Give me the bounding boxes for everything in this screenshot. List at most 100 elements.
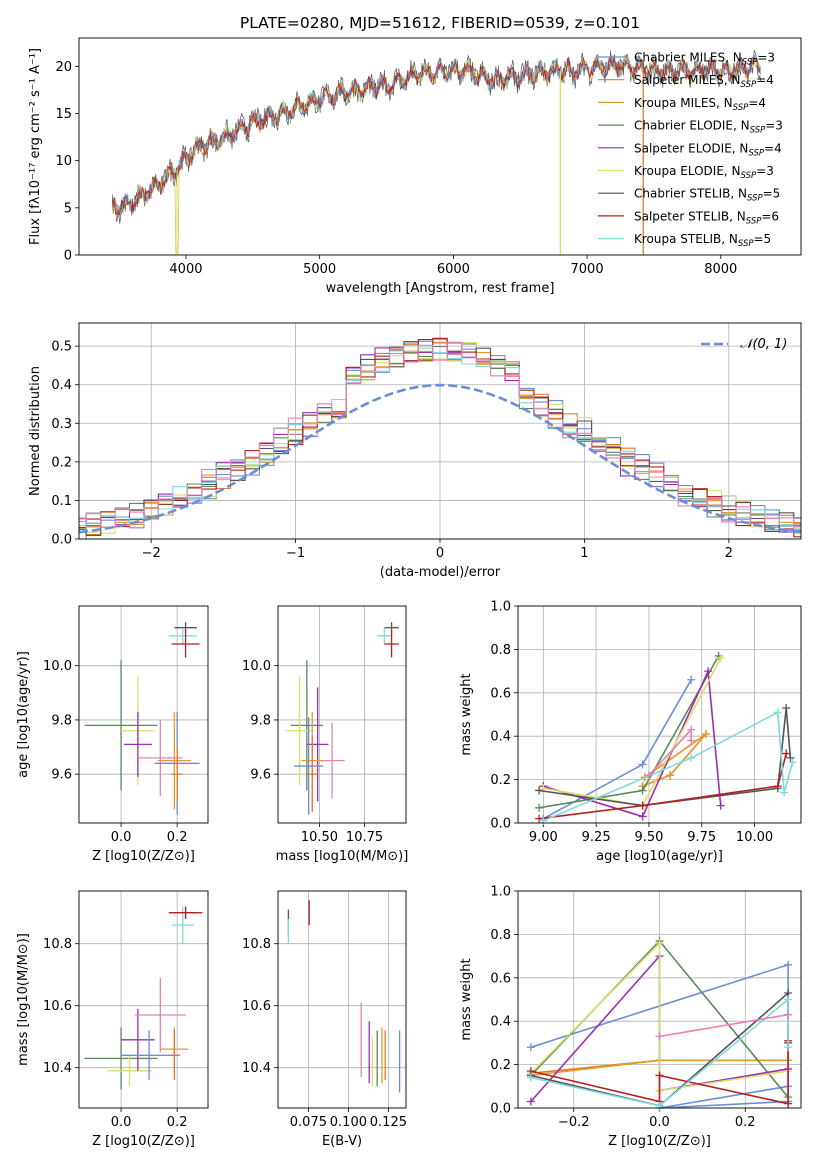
series-marker	[784, 1043, 793, 1052]
x-axis-label: Z [log10(Z/Z⊙)]	[92, 1134, 195, 1149]
series-marker	[526, 1097, 535, 1106]
x-tick-label: 8000	[704, 262, 737, 277]
y-tick-label: 0	[64, 249, 72, 264]
series-marker	[716, 654, 725, 663]
x-tick-label: 9.25	[582, 830, 611, 845]
y-tick-label: 10	[55, 154, 72, 169]
x-tick-label: 4000	[169, 262, 202, 277]
y-tick-label: 5	[64, 201, 72, 216]
series-marker	[784, 995, 793, 1004]
legend-label: Salpeter ELODIE, NSSP=4	[634, 141, 782, 158]
y-tick-label: 10.8	[43, 937, 72, 952]
axes-residuals: −2 −1 0 1 2 0.0 0.1 0.2 0.3 0.4 0.5 (data-model)/er…	[28, 323, 801, 580]
axes-mw_vs_age: 9.00 9.25 9.50 9.75 10.00 0.0 0.2 0.4 0.6 0.8 1.0 a…	[459, 600, 801, 864]
legend-label: Kroupa ELODIE, NSSP=3	[634, 164, 774, 181]
errorbar-point-kroupa_elodie	[285, 676, 315, 786]
series-marker	[655, 1101, 664, 1110]
x-tick-label: 5000	[303, 262, 336, 277]
errorbar-point-pink	[135, 977, 186, 1053]
errorbar-point-salpeter_stelib	[168, 906, 203, 919]
x-tick-label: 6000	[437, 262, 470, 277]
series-line-salpeter_miles	[642, 733, 707, 787]
x-tick-label: 10.50	[301, 830, 338, 845]
axes-mass_vs_Z: 0.0 0.2 10.4 10.6 10.8 Z [log10(Z/Z⊙)] mass [l…	[16, 891, 208, 1149]
y-axis-label: mass weight	[459, 673, 474, 755]
axes-frame	[277, 890, 407, 1109]
axes-frame	[78, 322, 802, 540]
x-tick-label: −1	[286, 546, 305, 561]
series-marker	[655, 1032, 664, 1041]
x-axis-label: Z [log10(Z/Z⊙)]	[92, 849, 195, 864]
series-marker	[655, 939, 664, 948]
y-tick-label: 0.0	[490, 1102, 511, 1117]
series-marker	[704, 667, 713, 676]
y-tick-label: 0.5	[51, 340, 72, 355]
series-marker	[526, 1073, 535, 1082]
x-tick-label: 0.2	[735, 1115, 756, 1130]
series-marker	[644, 771, 653, 780]
x-tick-label: 9.00	[529, 830, 558, 845]
x-tick-label: 10.75	[346, 830, 383, 845]
x-tick-label: 0.2	[167, 1115, 188, 1130]
series-line-kroupa_miles	[642, 733, 707, 787]
y-tick-label: 10.6	[242, 999, 271, 1014]
y-tick-label: 1.0	[490, 885, 511, 900]
series-marker	[784, 1010, 793, 1019]
series-marker	[784, 960, 793, 969]
y-tick-label: 10.4	[43, 1061, 72, 1076]
x-tick-label: 0.2	[167, 830, 188, 845]
series-marker	[638, 812, 647, 821]
errorbar-point-pink	[137, 719, 183, 796]
y-tick-label: 0.8	[490, 643, 511, 658]
y-tick-label: 0.6	[490, 971, 511, 986]
series-marker	[687, 736, 696, 745]
legend-label: Kroupa STELIB, NSSP=5	[634, 232, 771, 249]
x-tick-label: −0.2	[558, 1115, 590, 1130]
series-line-chabrier_miles	[542, 679, 692, 820]
y-tick-label: 15	[55, 107, 72, 122]
series-marker	[782, 703, 791, 712]
axes-frame	[78, 37, 802, 256]
histogram-pink	[79, 341, 801, 530]
axes-frame	[78, 890, 209, 1109]
axes-spectrum: 4000 5000 6000 7000 8000 0 5 10 15 20 wavelength […	[28, 48, 737, 296]
series-marker	[638, 786, 647, 795]
histogram-kroupa_stelib	[79, 345, 801, 533]
series-marker	[782, 749, 791, 758]
x-tick-label: 9.75	[687, 830, 716, 845]
y-axis-label: age [log10(age/yr)]	[16, 651, 31, 778]
y-tick-label: 0.0	[490, 817, 511, 832]
errorbar-point-kroupa_stelib	[168, 627, 197, 644]
y-tick-label: 9.6	[250, 768, 271, 783]
errorbar-point-chabrier_miles	[294, 717, 324, 815]
series-marker	[535, 786, 544, 795]
x-tick-label: 9.50	[634, 830, 663, 845]
x-tick-label: 2	[725, 546, 733, 561]
errorbar-point-salpeter_stelib	[384, 630, 399, 658]
series-marker	[687, 725, 696, 734]
y-tick-label: 20	[55, 60, 72, 75]
axes-frame	[517, 890, 802, 1109]
y-axis-label: Flux [fλ10⁻¹⁷ erg cm⁻² s⁻¹ A⁻¹]	[28, 48, 43, 245]
x-axis-label: (data-model)/error	[380, 565, 501, 580]
x-tick-label: 1	[580, 546, 588, 561]
errorbar-point-salpeter_miles	[168, 1030, 180, 1081]
y-tick-label: 0.1	[51, 494, 72, 509]
x-tick-label: 0.0	[649, 1115, 670, 1130]
series-line-pink	[659, 1013, 789, 1038]
legend-label: Salpeter MILES, NSSP=4	[634, 73, 774, 90]
histogram-chabrier_elodie	[79, 342, 801, 532]
series-marker	[786, 753, 795, 762]
y-tick-label: 0.4	[490, 730, 511, 745]
series-marker	[638, 801, 647, 810]
errorbar-point-pink	[319, 722, 345, 799]
legend: Chabrier MILES, NSSP=3 Salpeter MILES, NS…	[598, 51, 783, 249]
y-axis-label: mass [log10(M/M⊙)]	[16, 933, 31, 1066]
legend-label: Salpeter STELIB, NSSP=6	[634, 209, 779, 226]
errorbar-point-kroupa_miles	[157, 711, 192, 810]
x-tick-label: 0.0	[111, 1115, 132, 1130]
x-tick-label: 0	[436, 546, 444, 561]
x-axis-label: Z [log10(Z/Z⊙)]	[608, 1134, 711, 1149]
series-line-chabrier_stelib	[538, 707, 792, 807]
errorbar-point-salpeter_stelib	[171, 630, 200, 658]
